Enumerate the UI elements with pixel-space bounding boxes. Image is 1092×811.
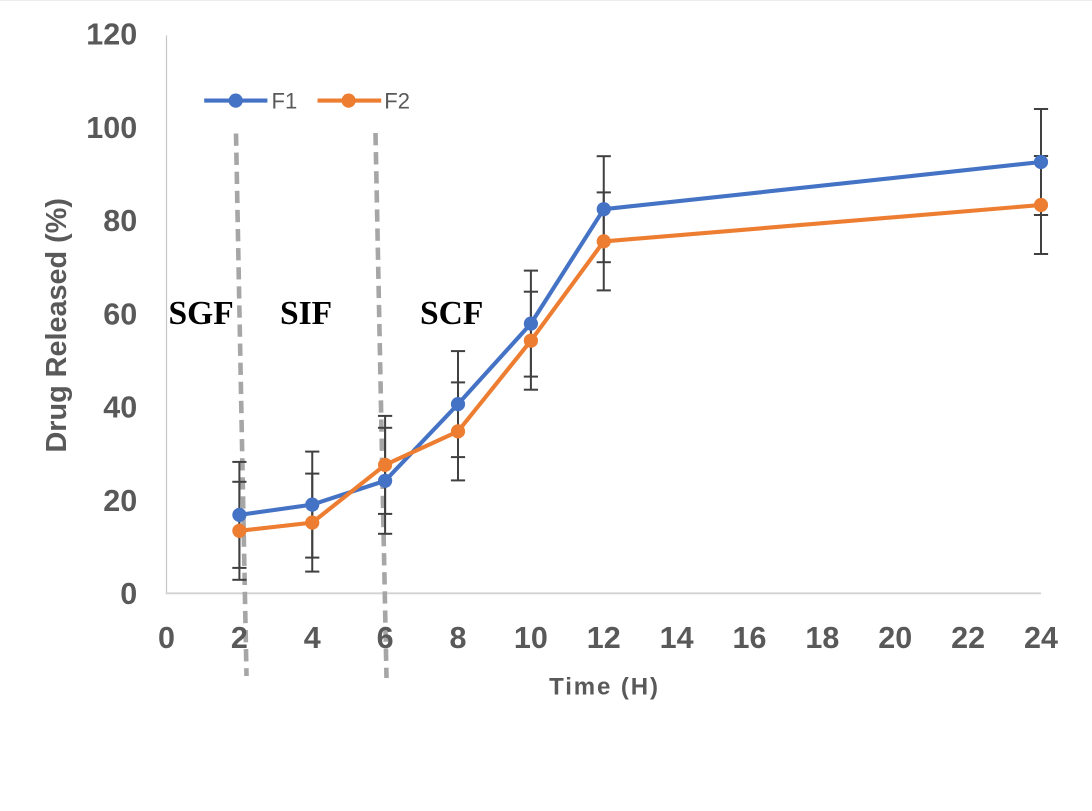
svg-text:20: 20 bbox=[103, 484, 137, 518]
svg-text:18: 18 bbox=[805, 621, 839, 655]
svg-text:Time (H): Time (H) bbox=[549, 674, 660, 701]
svg-text:120: 120 bbox=[86, 17, 137, 51]
svg-text:4: 4 bbox=[304, 621, 321, 655]
svg-text:0: 0 bbox=[158, 621, 175, 655]
svg-text:0: 0 bbox=[120, 577, 137, 611]
svg-text:SGF: SGF bbox=[169, 295, 234, 332]
svg-text:Drug Released (%): Drug Released (%) bbox=[41, 198, 73, 452]
svg-text:10: 10 bbox=[514, 621, 548, 655]
svg-text:6: 6 bbox=[377, 621, 394, 655]
svg-text:12: 12 bbox=[587, 621, 621, 655]
svg-text:60: 60 bbox=[103, 297, 137, 331]
svg-text:F1: F1 bbox=[272, 89, 298, 114]
svg-text:SIF: SIF bbox=[280, 295, 332, 332]
svg-text:16: 16 bbox=[733, 621, 767, 655]
svg-text:24: 24 bbox=[1024, 621, 1058, 655]
svg-text:14: 14 bbox=[660, 621, 694, 655]
svg-text:80: 80 bbox=[103, 204, 137, 238]
svg-text:F2: F2 bbox=[384, 89, 410, 114]
svg-text:40: 40 bbox=[103, 391, 137, 425]
svg-text:8: 8 bbox=[450, 621, 467, 655]
svg-text:2: 2 bbox=[231, 621, 248, 655]
svg-text:SCF: SCF bbox=[420, 295, 483, 332]
svg-text:20: 20 bbox=[878, 621, 912, 655]
svg-text:100: 100 bbox=[86, 111, 137, 145]
svg-text:22: 22 bbox=[951, 621, 985, 655]
